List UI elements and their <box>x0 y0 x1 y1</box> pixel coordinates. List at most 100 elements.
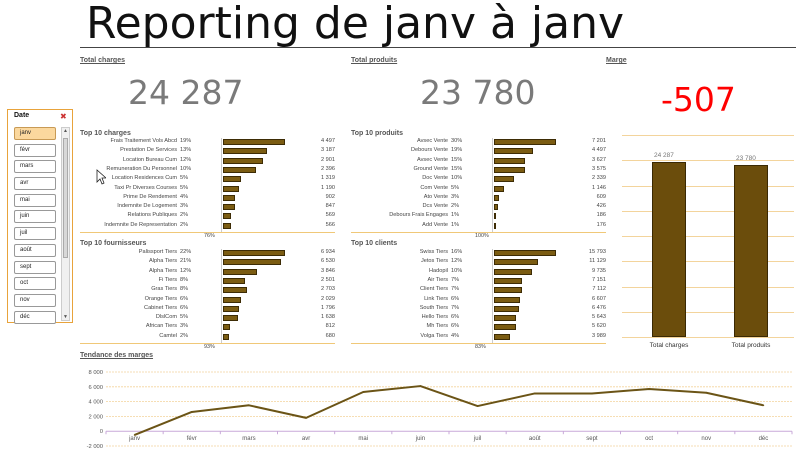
row-value: 3 575 <box>592 165 606 172</box>
row-bar <box>494 213 496 220</box>
marge-point-2 <box>248 404 250 407</box>
list-row: Palissport Tiers 22% 6 934 <box>80 249 335 258</box>
row-name: Prime De Rendement <box>123 193 177 200</box>
slicer-item-10[interactable]: nov <box>14 293 56 307</box>
row-percent: 5% <box>180 314 189 321</box>
top-fournisseurs-list: Palissport Tiers 22% 6 934 Alpha Tiers 21% 6 … <box>80 249 335 353</box>
slicer-scrollbar[interactable]: ▲ ▼ <box>61 127 70 321</box>
row-name: Location Residences Cum <box>111 175 177 182</box>
row-bar <box>223 324 231 331</box>
row-bar <box>494 148 533 155</box>
slicer-item-3[interactable]: avr <box>14 177 56 191</box>
marge-point-6 <box>476 405 479 407</box>
clear-filter-icon[interactable]: ✖ <box>60 112 67 121</box>
slicer-item-2[interactable]: mars <box>14 160 56 174</box>
list-row: Ato Vente 3% 609 <box>351 194 606 203</box>
slicer-item-4[interactable]: mai <box>14 193 56 207</box>
row-percent: 6% <box>451 295 460 302</box>
row-percent: 10% <box>451 267 463 274</box>
row-percent: 12% <box>451 258 463 265</box>
list-row: South Tiers 7% 6 476 <box>351 305 606 314</box>
row-bar <box>494 333 510 340</box>
row-percent: 2% <box>180 221 189 228</box>
row-name: Indemnite De Logement <box>117 203 177 210</box>
row-percent: 10% <box>180 165 192 172</box>
marge-point-9 <box>648 388 650 390</box>
row-name: Cabinet Tiers <box>144 304 177 311</box>
row-value: 3 989 <box>592 332 606 339</box>
row-percent: 5% <box>180 175 189 182</box>
row-value: 566 <box>325 221 335 228</box>
row-value: 1 146 <box>592 184 606 191</box>
total-divider <box>80 343 335 344</box>
row-name: Avsec Vente <box>417 138 448 144</box>
axis-line <box>221 249 222 344</box>
row-percent: 4% <box>180 193 189 200</box>
row-percent: 7% <box>451 276 460 283</box>
list-row: Jetos Tiers 12% 11 129 <box>351 258 606 267</box>
row-percent: 7% <box>451 286 460 293</box>
row-value: 7 151 <box>592 276 606 283</box>
row-bar <box>223 277 246 284</box>
row-percent: 8% <box>180 286 189 293</box>
row-name: Swiss Tiers <box>419 249 448 255</box>
marge-point-1 <box>190 411 193 413</box>
date-slicer: Date ✖ janv févr mars avr mai juin juil août sep… <box>7 109 73 324</box>
gridline <box>622 311 794 313</box>
list-row: DlslCom 5% 1 638 <box>80 314 335 323</box>
gridline <box>622 185 794 187</box>
row-bar <box>223 204 235 211</box>
list-row: Remuneration Du Personnel 10% 2 396 <box>80 166 335 175</box>
list-row: Swiss Tiers 16% 15 793 <box>351 249 606 258</box>
total-divider <box>351 343 606 344</box>
row-bar <box>223 268 258 275</box>
slicer-item-5[interactable]: juin <box>14 210 56 224</box>
slicer-item-7[interactable]: août <box>14 243 56 257</box>
list-row: Com Vente 5% 1 146 <box>351 185 606 194</box>
row-percent: 2% <box>451 203 460 210</box>
scrollbar-thumb[interactable] <box>63 138 68 258</box>
row-name: Camtel <box>159 332 177 339</box>
row-name: Hello Tiers <box>421 314 448 321</box>
row-value: 15 793 <box>588 249 606 255</box>
row-bar <box>494 222 496 229</box>
row-bar <box>223 222 231 229</box>
row-name: Mh Tiers <box>426 323 448 330</box>
gridline <box>622 337 794 338</box>
list-row: Debours Vente 19% 4 497 <box>351 147 606 156</box>
gridline <box>622 236 794 237</box>
bar-label-0: 24 287 <box>654 151 674 159</box>
row-percent: 12% <box>180 156 192 163</box>
totals-bar-chart: 24 287 Total charges 23 780 Total produits <box>622 127 794 353</box>
list-row: Doc Vente 10% 2 339 <box>351 175 606 184</box>
list-row: Link Tiers 6% 6 607 <box>351 296 606 305</box>
row-bar <box>223 157 263 164</box>
slicer-item-6[interactable]: juil <box>14 227 56 241</box>
slicer-item-0[interactable]: janv <box>14 127 56 140</box>
x-tick-label: janv <box>128 436 140 442</box>
axis-line <box>221 138 222 233</box>
list-row: Relations Publiques 2% 569 <box>80 212 335 221</box>
slicer-item-9[interactable]: oct <box>14 277 56 291</box>
row-value: 902 <box>325 193 335 200</box>
list-row: Camtel 2% 680 <box>80 333 335 342</box>
total-percent: 76% <box>204 233 215 239</box>
row-percent: 30% <box>451 138 463 144</box>
slicer-item-8[interactable]: sept <box>14 260 56 274</box>
row-value: 9 735 <box>592 267 606 274</box>
scroll-up-icon[interactable]: ▲ <box>63 128 68 134</box>
row-bar <box>223 259 282 266</box>
y-tick-label: 2 000 <box>88 414 103 420</box>
row-value: 2 396 <box>321 165 335 172</box>
slicer-item-1[interactable]: févr <box>14 143 56 157</box>
row-bar <box>223 194 236 201</box>
top-clients-title: Top 10 clients <box>351 240 398 247</box>
row-value: 3 627 <box>592 156 606 163</box>
list-row: Alpha Tiers 21% 6 530 <box>80 258 335 267</box>
scroll-down-icon[interactable]: ▼ <box>63 314 68 320</box>
row-percent: 12% <box>180 267 192 274</box>
row-value: 3 846 <box>321 267 335 274</box>
row-name: Remuneration Du Personnel <box>106 165 177 172</box>
slicer-item-11[interactable]: déc <box>14 310 56 324</box>
list-row: Mh Tiers 6% 5 620 <box>351 323 606 332</box>
